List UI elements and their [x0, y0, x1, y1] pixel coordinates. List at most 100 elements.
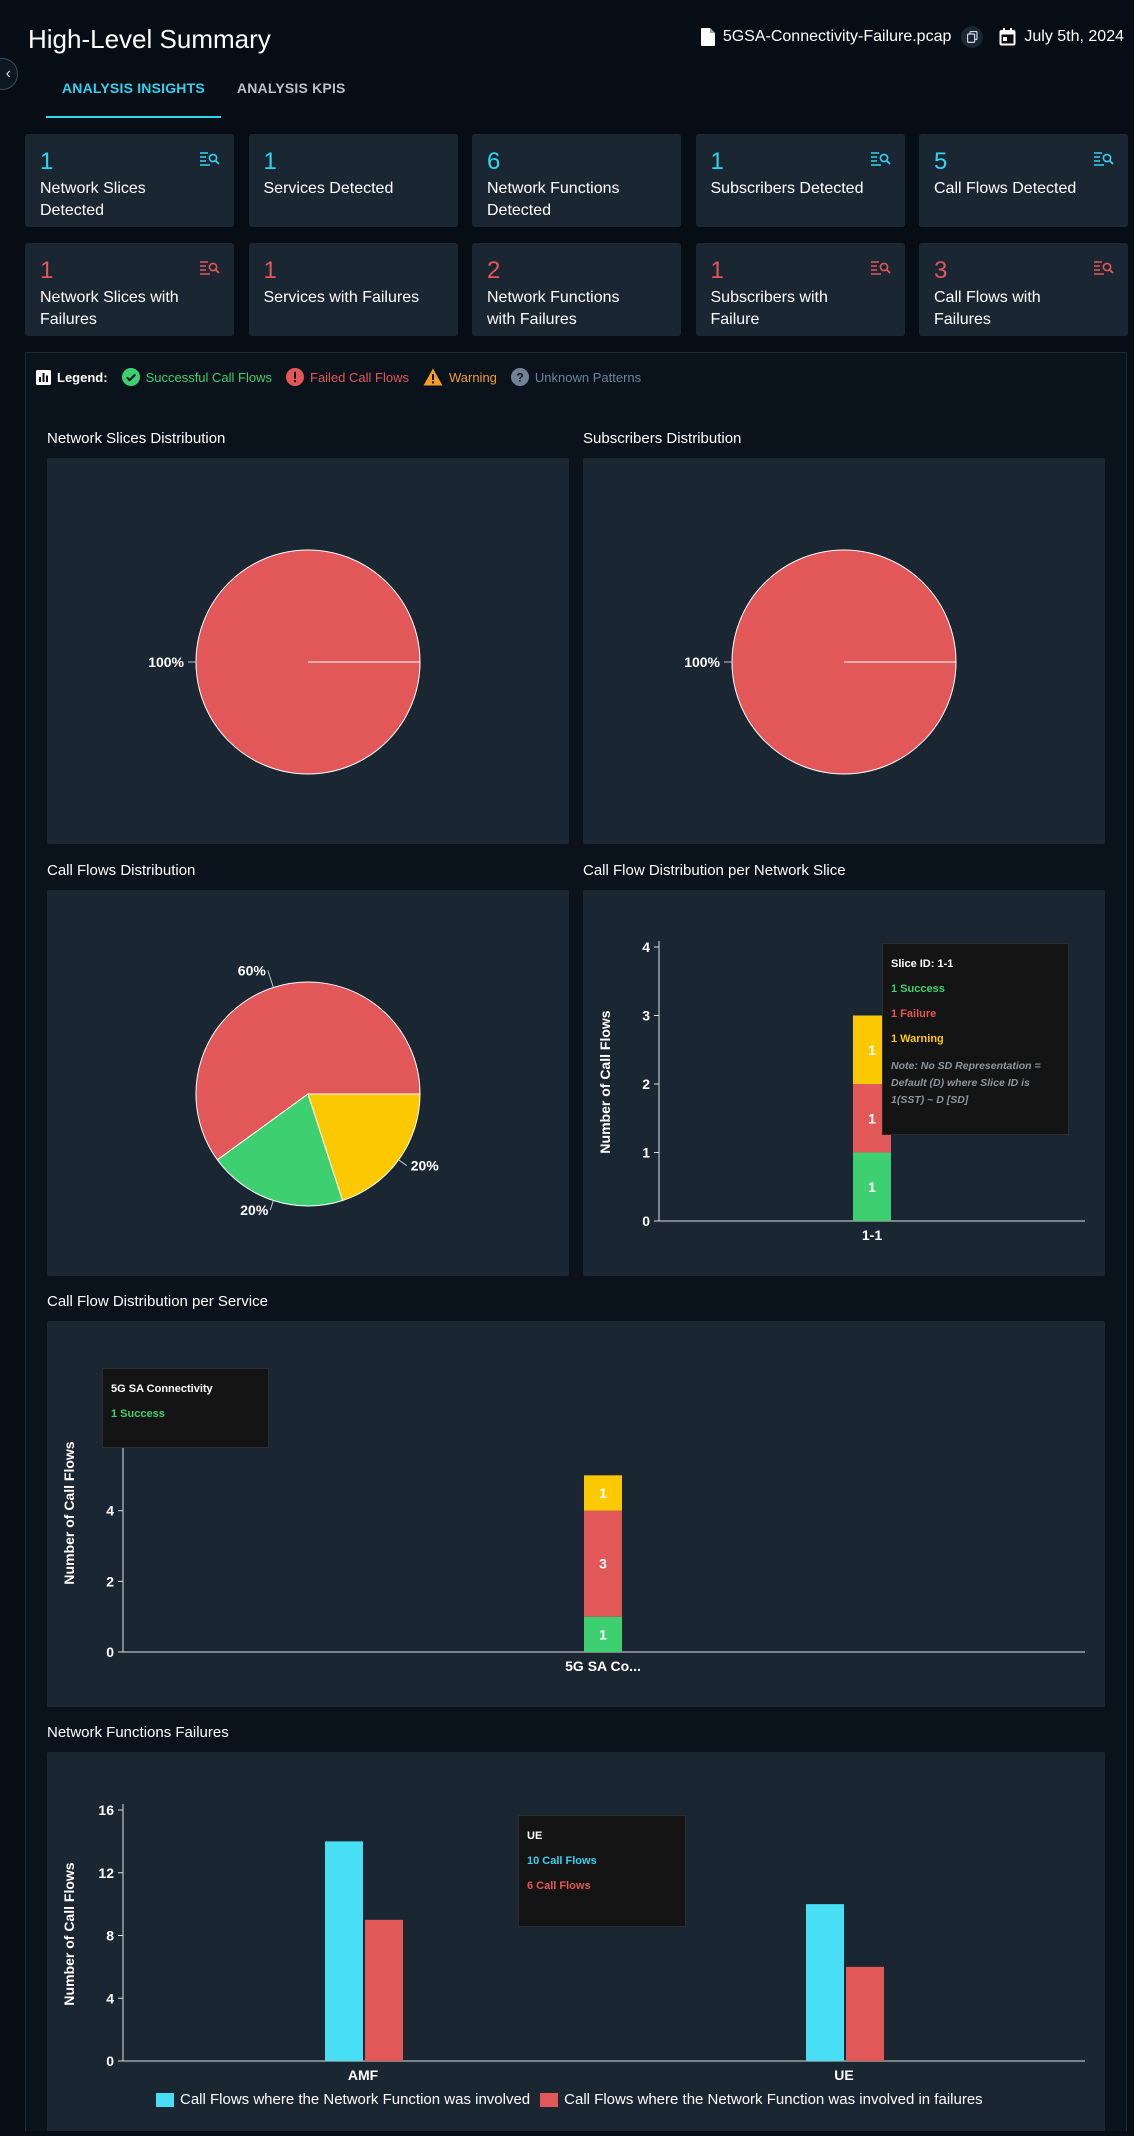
- bar[interactable]: [806, 1904, 844, 2061]
- card-label: Network Slices with Failures: [40, 289, 179, 328]
- sidebar-collapse-button[interactable]: ‹: [0, 58, 18, 90]
- card-network-functions-failures: 2 Network Functions with Failures: [472, 243, 681, 336]
- failure-cards: 1 Network Slices with Failures 1 Service…: [25, 243, 1128, 336]
- tooltip-nf: UE 10 Call Flows 6 Call Flows: [518, 1815, 686, 1927]
- chart-nf-failures: 0 4 8 12 16 Number of Call Flows AMF UE UE 10 C…: [47, 1752, 1105, 2131]
- tooltip-slice-title: Slice ID: 1-1: [891, 958, 954, 970]
- x-tick-label: UE: [834, 2067, 853, 2083]
- chart-icon: [36, 369, 51, 385]
- pie-slice-label: 20%: [411, 1158, 440, 1174]
- chart-subscribers: 100%: [583, 458, 1105, 844]
- list-search-icon[interactable]: [1094, 152, 1114, 166]
- bar-segment[interactable]: [584, 1475, 622, 1511]
- y-tick-label: 4: [642, 939, 650, 955]
- chart-title-service-distribution: Call Flow Distribution per Service: [47, 1293, 268, 1310]
- card-label: Subscribers with Failure: [710, 289, 828, 328]
- bar[interactable]: [365, 1919, 403, 2061]
- card-value: 6: [487, 148, 501, 175]
- card-label: Network Functions with Failures: [487, 289, 620, 328]
- card-services-detected: 1 Services Detected: [248, 134, 458, 227]
- card-network-functions-detected: 6 Network Functions Detected: [472, 134, 681, 227]
- tooltip-nf-failures: 6 Call Flows: [527, 1880, 591, 1892]
- pie-slice-label: 100%: [148, 654, 184, 670]
- pie-slice[interactable]: [307, 1093, 421, 1202]
- x-tick-label: 5G SA Co...: [565, 1658, 641, 1674]
- chart-title-nf-failures: Network Functions Failures: [47, 1724, 229, 1741]
- card-value: 1: [40, 148, 54, 175]
- chart-slice-distribution: 0 1 2 3 4 Number of Call Flows 1 1 1 1-1 Slice ID…: [583, 890, 1105, 1276]
- bar-value-label: 3: [599, 1556, 607, 1572]
- bar[interactable]: [846, 1966, 884, 2061]
- warning-icon: [423, 368, 443, 386]
- card-label: Services with Failures: [263, 289, 420, 306]
- tab-analysis-insights[interactable]: ANALYSIS INSIGHTS: [46, 78, 221, 118]
- x-tick-label: AMF: [348, 2067, 379, 2083]
- bar-chart-service-distribution: 0 2 4 Number of Call Flows 1 3 1 5G SA Co...: [61, 1434, 1085, 1674]
- date-info: July 5th, 2024: [999, 28, 1124, 46]
- y-tick-label: 12: [98, 1865, 114, 1881]
- card-services-failures: 1 Services with Failures: [248, 243, 458, 336]
- bar[interactable]: [325, 1841, 363, 2061]
- legend-failed-label: Failed Call Flows: [310, 369, 409, 385]
- legend-title-text: Legend:: [57, 369, 108, 385]
- card-label: Call Flows Detected: [934, 180, 1077, 197]
- y-tick-label: 16: [98, 1802, 114, 1818]
- legend-unknown: ? Unknown Patterns: [510, 368, 642, 386]
- summary-cards: 1 Network Slices Detected 1 Services Det…: [25, 134, 1128, 227]
- tab-analysis-kpis[interactable]: ANALYSIS KPIS: [236, 80, 346, 96]
- card-value: 1: [710, 148, 724, 175]
- pie-slice-label: 100%: [684, 654, 720, 670]
- pie-slice[interactable]: [216, 1093, 344, 1207]
- file-info: 5GSA-Connectivity-Failure.pcap: [700, 28, 951, 46]
- pie-chart-network-slices: 100%: [148, 549, 421, 775]
- card-value: 1: [263, 148, 277, 175]
- copy-button[interactable]: [961, 26, 984, 48]
- bar-segment[interactable]: [584, 1616, 622, 1652]
- card-value: 1: [263, 257, 277, 284]
- nf-chart-legend: Call Flows where the Network Function wa…: [156, 2091, 983, 2108]
- pie-slice[interactable]: [195, 981, 421, 1161]
- x-tick-label: 1-1: [862, 1227, 882, 1243]
- card-label: Network Functions Detected: [487, 180, 620, 219]
- card-value: 1: [710, 257, 724, 284]
- tooltip-service-success: 1 Success: [111, 1408, 165, 1420]
- legend: Legend: Successful Call Flows Failed Cal…: [36, 368, 641, 386]
- pie-slice-label: 60%: [238, 962, 267, 978]
- page-title: High-Level Summary: [28, 24, 271, 54]
- y-axis-label: Number of Call Flows: [597, 1010, 613, 1153]
- chart-network-slices: 100%: [47, 458, 569, 844]
- card-label: Services Detected: [263, 180, 394, 197]
- legend-warning-label: Warning: [448, 369, 497, 385]
- legend-item-failures[interactable]: Call Flows where the Network Function wa…: [540, 2091, 983, 2108]
- chevron-left-icon: ‹: [5, 65, 11, 82]
- card-label: Network Slices Detected: [40, 180, 146, 219]
- list-search-icon[interactable]: [200, 261, 220, 275]
- header-meta: 5GSA-Connectivity-Failure.pcap July 5th,…: [700, 26, 1124, 48]
- bar-segment[interactable]: [853, 1152, 891, 1222]
- tooltip-nf-involved: 10 Call Flows: [527, 1855, 597, 1867]
- bar-segment[interactable]: [584, 1510, 622, 1617]
- bar-chart-nf-failures: 0 4 8 12 16 Number of Call Flows AMF UE: [61, 1802, 1085, 2083]
- pie-slice-label: 20%: [240, 1202, 269, 1218]
- y-axis-label: Number of Call Flows: [61, 1441, 77, 1584]
- list-search-icon[interactable]: [870, 152, 891, 166]
- bar-value-label: 1: [868, 1179, 876, 1195]
- list-search-icon[interactable]: [1094, 261, 1114, 275]
- list-search-icon[interactable]: [870, 261, 891, 275]
- tooltip-slice-failure: 1 Failure: [891, 1008, 937, 1020]
- legend-success: Successful Call Flows: [121, 368, 272, 386]
- question-circle-icon: ?: [510, 368, 529, 386]
- bar-value-label: 1: [868, 1042, 876, 1058]
- list-search-icon[interactable]: [200, 152, 220, 166]
- bar-chart-slice-distribution: 0 1 2 3 4 Number of Call Flows 1 1 1 1-1: [597, 939, 1085, 1243]
- card-label: Call Flows with Failures: [934, 289, 1041, 328]
- tooltip-service-title: 5G SA Connectivity: [111, 1383, 213, 1395]
- y-tick-label: 0: [106, 1644, 114, 1660]
- legend-warning: Warning: [423, 368, 497, 386]
- card-value: 1: [40, 257, 54, 284]
- tooltip-slice-warning: 1 Warning: [891, 1033, 944, 1045]
- tooltip-nf-title: UE: [527, 1830, 543, 1842]
- legend-item-involved[interactable]: Call Flows where the Network Function wa…: [156, 2091, 530, 2108]
- legend-unknown-label: Unknown Patterns: [534, 369, 642, 385]
- legend-success-label: Successful Call Flows: [145, 369, 272, 385]
